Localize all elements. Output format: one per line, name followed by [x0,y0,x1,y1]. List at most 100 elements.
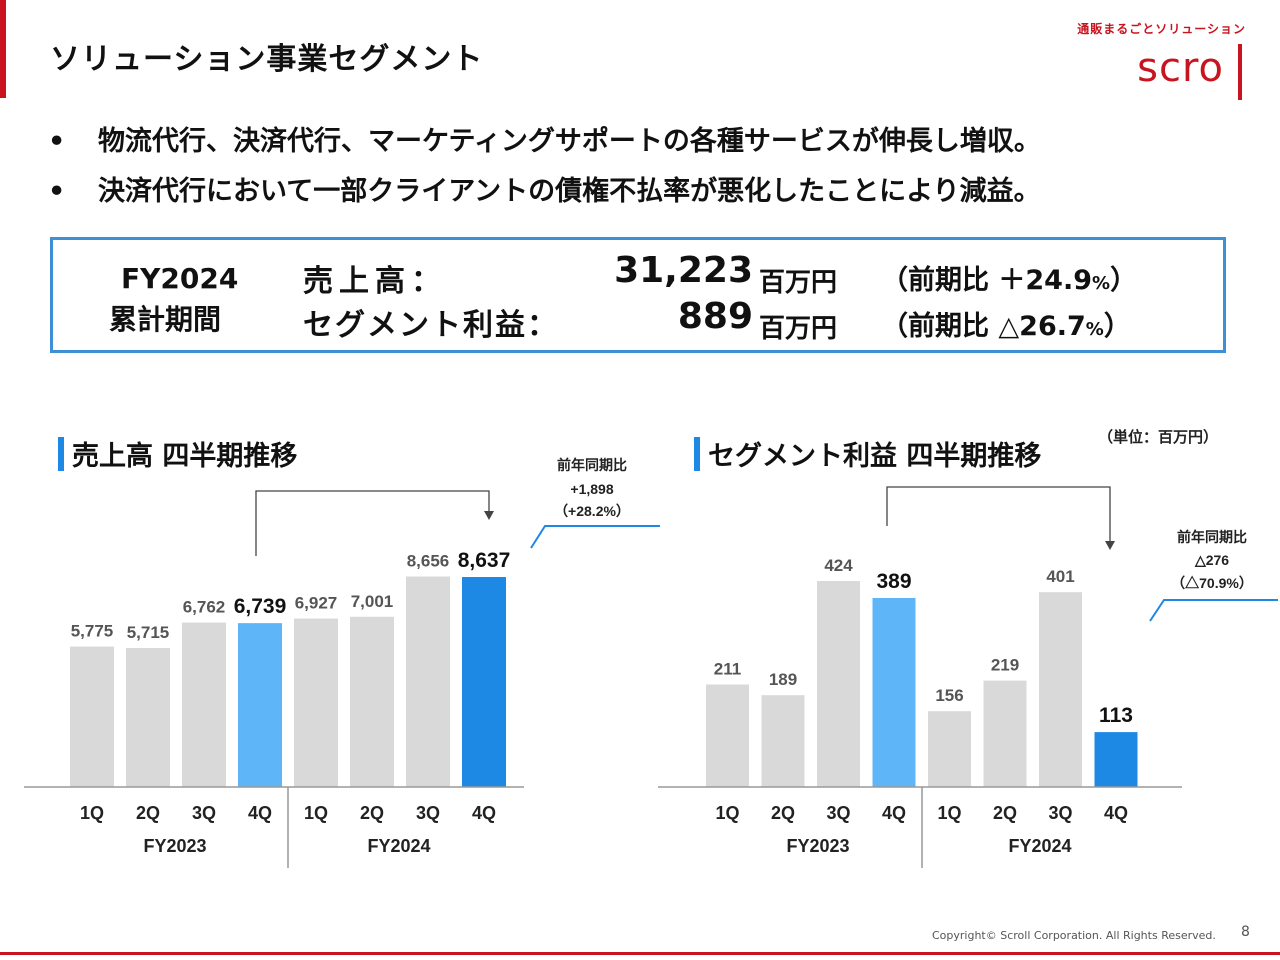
group-label: FY2023 [786,836,849,856]
data-label: 219 [991,656,1019,675]
bullet-item: • 決済代行において一部クライアントの債権不払率が悪化したことにより減益。 [48,172,1041,222]
sales-compare-prefix: （前期比 ＋24.9 [881,265,1093,296]
callout-line [530,525,660,549]
copyright-text: Copyright© Scroll Corporation. All Right… [932,929,1216,942]
company-logo: 通販まるごとソリューション scro [1066,20,1246,100]
bullet-text: 決済代行において一部クライアントの債権不払率が悪化したことにより減益。 [98,176,1041,207]
sales-compare-suffix: ） [1110,265,1138,296]
x-tick-label: 4Q [1104,803,1128,823]
data-label: 8,637 [458,549,511,572]
bar-1-3 [872,598,916,787]
summary-fiscal-year: FY2024 [121,262,239,295]
x-tick-label: 2Q [360,803,384,823]
sales-chart-title: 売上高 四半期推移 [58,434,297,473]
yoy-annotation-line: （△70.9%） [1171,575,1253,591]
yoy-annotation-line: △276 [1194,552,1229,568]
data-label: 6,739 [234,595,287,618]
profit-compare-prefix: （前期比 △26.7 [881,311,1086,342]
yoy-annotation-line: （+28.2%） [554,503,630,519]
x-tick-label: 4Q [248,803,272,823]
x-tick-label: 3Q [1048,803,1072,823]
left-accent-bar [0,0,6,98]
data-label: 389 [876,570,911,593]
bar-0-6 [406,576,450,787]
bar-1-2 [817,581,860,787]
data-label: 156 [935,686,963,705]
bullet-list: • 物流代行、決済代行、マーケティングサポートの各種サービスが伸長し増収。 • 決済… [48,122,1041,222]
page-number: 8 [1241,924,1250,940]
bar-0-1 [126,648,170,787]
group-label: FY2023 [143,836,206,856]
summary-period: 累計期間 [109,303,222,336]
data-label: 211 [714,659,741,678]
data-label: 424 [824,556,853,575]
comparison-bracket [886,486,1111,542]
summary-sales-unit: 百万円 [759,268,838,298]
x-tick-label: 3Q [826,803,850,823]
yoy-annotation-line: 前年同期比 [1177,529,1247,545]
profit-compare-pct: % [1085,319,1104,340]
data-label: 189 [769,670,797,689]
summary-sales-label: 売上高： [303,264,447,299]
bar-1-1 [761,695,805,787]
arrow-head-icon [1105,541,1115,550]
bar-0-7 [462,577,506,787]
logo-wordmark: scro [1137,45,1224,91]
profit-chart-title: セグメント利益 四半期推移 [694,434,1041,473]
sales-compare-pct: % [1092,273,1111,294]
logo-l-stroke [1238,44,1242,100]
data-label: 5,715 [127,623,170,642]
bar-1-6 [1039,592,1082,787]
summary-profit-value: 889 [677,296,753,337]
x-tick-label: 2Q [993,803,1017,823]
bar-0-2 [182,622,226,787]
x-tick-label: 1Q [304,803,328,823]
profit-compare-suffix: ） [1103,311,1131,342]
callout-line [1149,599,1278,622]
x-tick-label: 4Q [882,803,906,823]
bar-0-5 [350,616,394,787]
x-tick-label: 4Q [472,803,496,823]
arrow-head-icon [484,511,494,520]
x-tick-label: 3Q [192,803,216,823]
data-label: 6,762 [183,598,226,617]
bar-0-3 [238,623,282,787]
x-tick-label: 3Q [416,803,440,823]
data-label: 401 [1046,567,1074,586]
bar-1-0 [706,684,749,787]
data-label: 8,656 [407,552,450,571]
summary-box: FY2024 累計期間 売上高： セグメント利益： 31,223 889 百万円… [50,237,1226,353]
logo-tagline: 通販まるごとソリューション [1077,22,1246,36]
bullet-marker: • [48,176,66,207]
summary-profit-compare: （前期比 △26.7%） [881,304,1131,343]
comparison-bracket [255,490,490,556]
summary-sales-compare: （前期比 ＋24.9%） [881,258,1137,297]
group-label: FY2024 [367,836,430,856]
x-tick-label: 2Q [771,803,795,823]
data-label: 113 [1099,704,1133,727]
bullet-marker: • [48,126,66,157]
bullet-text: 物流代行、決済代行、マーケティングサポートの各種サービスが伸長し増収。 [98,126,1041,157]
data-label: 5,775 [71,622,114,641]
unit-note: （単位：百万円） [1098,428,1219,446]
page-title: ソリューション事業セグメント [50,42,484,77]
x-tick-label: 1Q [937,803,961,823]
bullet-item: • 物流代行、決済代行、マーケティングサポートの各種サービスが伸長し増収。 [48,122,1041,172]
data-label: 7,001 [351,592,394,611]
group-label: FY2024 [1008,836,1071,856]
bar-0-0 [70,646,114,787]
x-tick-label: 1Q [715,803,739,823]
summary-profit-label: セグメント利益： [303,308,559,343]
bar-0-4 [294,618,338,787]
yoy-annotation-line: 前年同期比 [557,457,627,473]
footer-divider [0,952,1280,955]
yoy-annotation-line: +1,898 [570,481,613,497]
x-tick-label: 1Q [80,803,104,823]
bar-1-5 [983,680,1027,787]
bar-1-7 [1094,732,1138,787]
data-label: 6,927 [295,594,338,613]
x-tick-label: 2Q [136,803,160,823]
bar-1-4 [928,711,971,787]
summary-sales-value: 31,223 [614,250,753,291]
